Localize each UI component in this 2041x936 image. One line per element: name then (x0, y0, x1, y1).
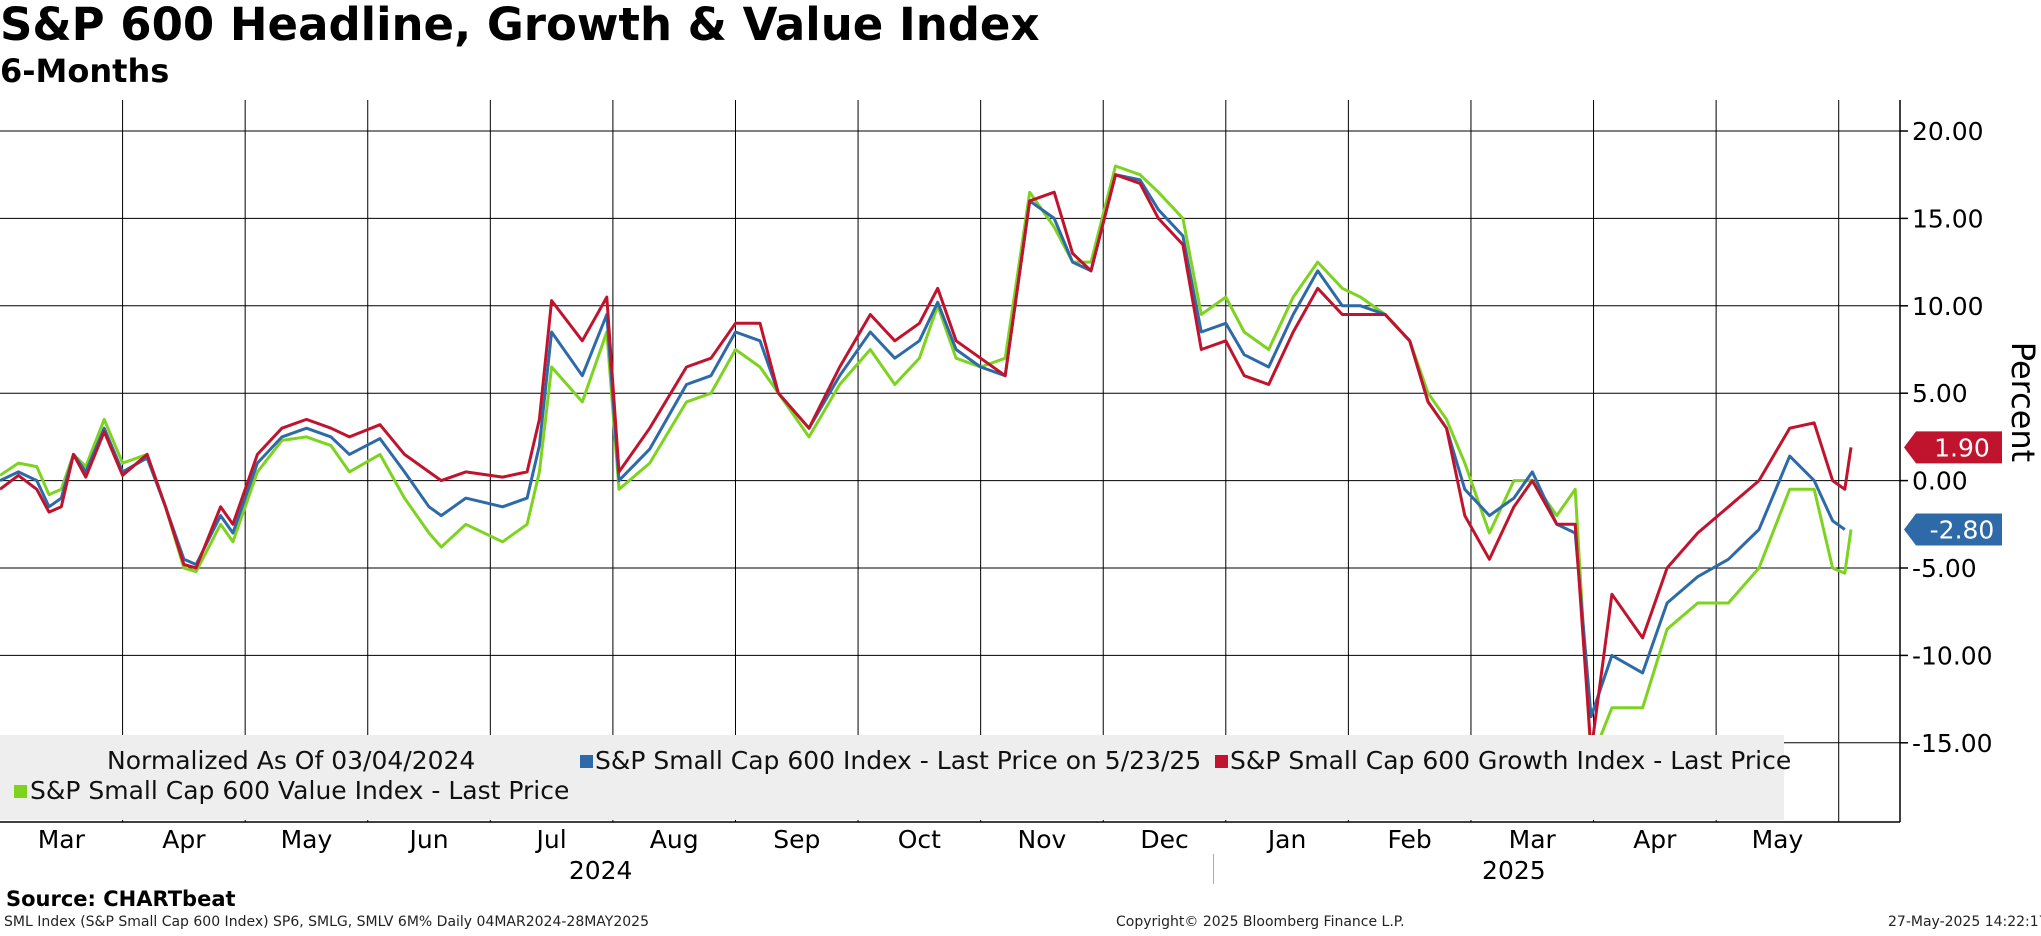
x-year-label: 2025 (1482, 856, 1546, 885)
axes (0, 100, 1908, 884)
footer-timestamp: 27-May-2025 14:22:17 (1888, 914, 2041, 930)
end-label-text-0: 1.90 (1934, 433, 1990, 462)
x-month-label: Apr (162, 825, 206, 854)
y-tick-label: 15.00 (1912, 204, 1984, 233)
series-line-0 (0, 173, 1846, 719)
end-label-text-1: -2.80 (1930, 516, 1995, 545)
legend-note: Normalized As Of 03/04/2024 (107, 746, 476, 775)
y-tick-label: 5.00 (1912, 379, 1968, 408)
footer-left: SML Index (S&P Small Cap 600 Index) SP6,… (4, 914, 649, 930)
chart-subtitle: 6-Months (0, 52, 170, 90)
y-tick-label: 10.00 (1912, 292, 1984, 321)
x-month-label: Oct (898, 825, 941, 854)
x-month-label: Sep (773, 825, 820, 854)
x-month-label: Mar (1509, 825, 1557, 854)
x-month-label: Jun (408, 825, 449, 854)
x-month-label: Jan (1266, 825, 1307, 854)
end-label-flag-0 (1904, 431, 2002, 464)
legend-swatch-value (14, 785, 27, 798)
x-month-label: May (281, 825, 333, 854)
y-tick-label: 0.00 (1912, 467, 1968, 496)
end-label-flag-1 (1904, 513, 2002, 546)
source-note: Source: CHARTbeat (6, 887, 236, 911)
legend: Normalized As Of 03/04/2024 S&P Small Ca… (0, 735, 1791, 820)
tick-labels: 20.00 15.00 10.00 5.00 0.00 -5.00 -10.00 -15.00… (38, 117, 2041, 885)
y-tick-label: 20.00 (1912, 117, 1984, 146)
end-labels: 1.90 -2.80 (1904, 431, 2002, 546)
x-month-label: Apr (1633, 825, 1677, 854)
x-month-label: Mar (38, 825, 86, 854)
legend-swatch-growth (1215, 755, 1228, 768)
x-month-label: May (1752, 825, 1804, 854)
y-axis-label: Percent (2004, 342, 2041, 462)
legend-label-headline: S&P Small Cap 600 Index - Last Price on … (595, 746, 1202, 775)
legend-swatch-headline (580, 755, 593, 768)
chart-title: S&P 600 Headline, Growth & Value Index (0, 0, 1040, 51)
x-month-label: Dec (1140, 825, 1188, 854)
y-tick-label: -10.00 (1912, 641, 1993, 670)
x-month-label: Aug (650, 825, 699, 854)
footer-copyright: Copyright© 2025 Bloomberg Finance L.P. (1116, 914, 1405, 930)
x-month-label: Jul (535, 825, 567, 854)
plot-area (0, 100, 1900, 822)
y-tick-label: -15.00 (1912, 729, 1993, 758)
series-lines (0, 164, 1853, 762)
legend-label-growth: S&P Small Cap 600 Growth Index - Last Pr… (1230, 746, 1792, 775)
legend-label-value: S&P Small Cap 600 Value Index - Last Pri… (30, 776, 570, 805)
x-month-label: Feb (1388, 825, 1432, 854)
x-year-label: 2024 (569, 856, 633, 885)
x-month-label: Nov (1018, 825, 1067, 854)
series-line-1 (0, 173, 1853, 753)
y-tick-label: -5.00 (1912, 554, 1977, 583)
